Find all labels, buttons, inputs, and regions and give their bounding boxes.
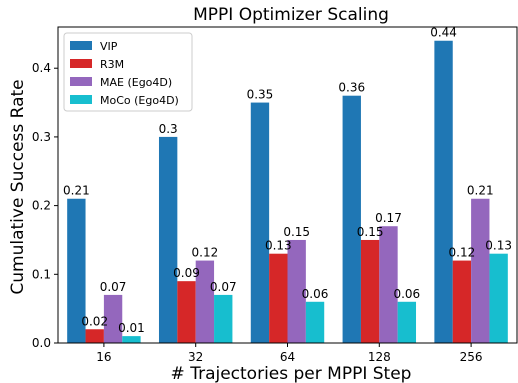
legend-label: MoCo (Ego4D) — [100, 94, 179, 107]
bar-vip-64 — [250, 102, 270, 343]
bar-mae-ego4d-64 — [287, 239, 306, 343]
bar-value-label: 0.06 — [302, 287, 329, 301]
legend-swatch — [70, 59, 92, 68]
bar-value-label: 0.21 — [63, 184, 90, 198]
bar-value-label: 0.13 — [265, 239, 292, 253]
bar-value-label: 0.35 — [247, 88, 274, 102]
legend-label: R3M — [100, 58, 124, 71]
y-tick-label: 0.0 — [32, 336, 51, 350]
bar-labels-group: 0.210.30.35 0.360.440.020.090.130.150.120… — [63, 26, 512, 335]
bar-moco-ego4d-64 — [305, 301, 325, 343]
bar-vip-16 — [67, 198, 86, 343]
bar-r3m-16 — [85, 329, 104, 343]
y-tick-label: 0.2 — [32, 199, 51, 213]
legend-swatch — [70, 41, 92, 50]
bar-value-label: 0.13 — [485, 239, 512, 253]
legend-swatch — [70, 95, 92, 104]
y-axis-label: Cumulative Success Rate — [8, 79, 28, 294]
bar-value-label: 0.17 — [375, 211, 402, 225]
legend-box — [63, 32, 193, 112]
bar-vip-128 — [342, 95, 361, 343]
y-axis: 0.0 0.1 0.2 0.3 0.4 — [32, 61, 58, 350]
bar-value-label: 0.12 — [449, 246, 476, 260]
x-tick-label: 16 — [96, 350, 111, 364]
bar-value-label: 0.02 — [81, 314, 108, 328]
bar-value-label: 0.07 — [100, 280, 127, 294]
bar-value-label: 0.15 — [283, 225, 310, 239]
bar-value-label: 0.09 — [173, 266, 200, 280]
x-axis-label: # Trajectories per MPPI Step — [171, 364, 412, 383]
bar-r3m-64 — [269, 253, 288, 343]
legend: VIP R3M MAE (Ego4D) MoCo (Ego4D) — [63, 32, 193, 112]
bar-value-label: 0.07 — [210, 280, 237, 294]
y-tick-label: 0.4 — [32, 61, 51, 75]
x-axis: 16 32 64 128 256 — [96, 343, 483, 364]
y-tick-label: 0.1 — [32, 267, 51, 281]
bar-r3m-256 — [452, 260, 472, 343]
bar-mae-ego4d-128 — [379, 226, 398, 343]
bars-group — [67, 40, 508, 344]
bar-r3m-32 — [177, 281, 196, 343]
bar-value-label: 0.01 — [118, 321, 145, 335]
chart-title: MPPI Optimizer Scaling — [193, 5, 389, 25]
bar-mae-ego4d-256 — [471, 198, 490, 343]
bar-r3m-128 — [360, 239, 380, 343]
legend-swatch — [70, 77, 92, 86]
legend-label: MAE (Ego4D) — [100, 76, 172, 89]
x-tick-label: 128 — [368, 350, 391, 364]
bar-value-label: 0.44 — [430, 26, 457, 40]
bar-moco-ego4d-16 — [122, 336, 141, 343]
bar-mae-ego4d-16 — [103, 294, 123, 343]
bar-vip-256 — [434, 40, 453, 344]
y-tick-label: 0.3 — [32, 130, 51, 144]
bar-value-label: 0.36 — [338, 81, 365, 95]
x-tick-label: 32 — [188, 350, 203, 364]
bar-moco-ego4d-32 — [214, 294, 233, 343]
bar-value-label: 0.3 — [159, 122, 178, 136]
legend-label: VIP — [100, 40, 118, 53]
bar-moco-ego4d-128 — [397, 301, 417, 343]
bar-value-label: 0.21 — [467, 184, 494, 198]
x-tick-label: 64 — [280, 350, 295, 364]
bar-value-label: 0.12 — [192, 246, 219, 260]
bar-value-label: 0.06 — [393, 287, 420, 301]
bar-mae-ego4d-32 — [195, 260, 215, 343]
bar-moco-ego4d-256 — [489, 253, 508, 343]
bar-vip-32 — [158, 136, 178, 343]
bar-value-label: 0.15 — [357, 225, 384, 239]
x-tick-label: 256 — [460, 350, 483, 364]
